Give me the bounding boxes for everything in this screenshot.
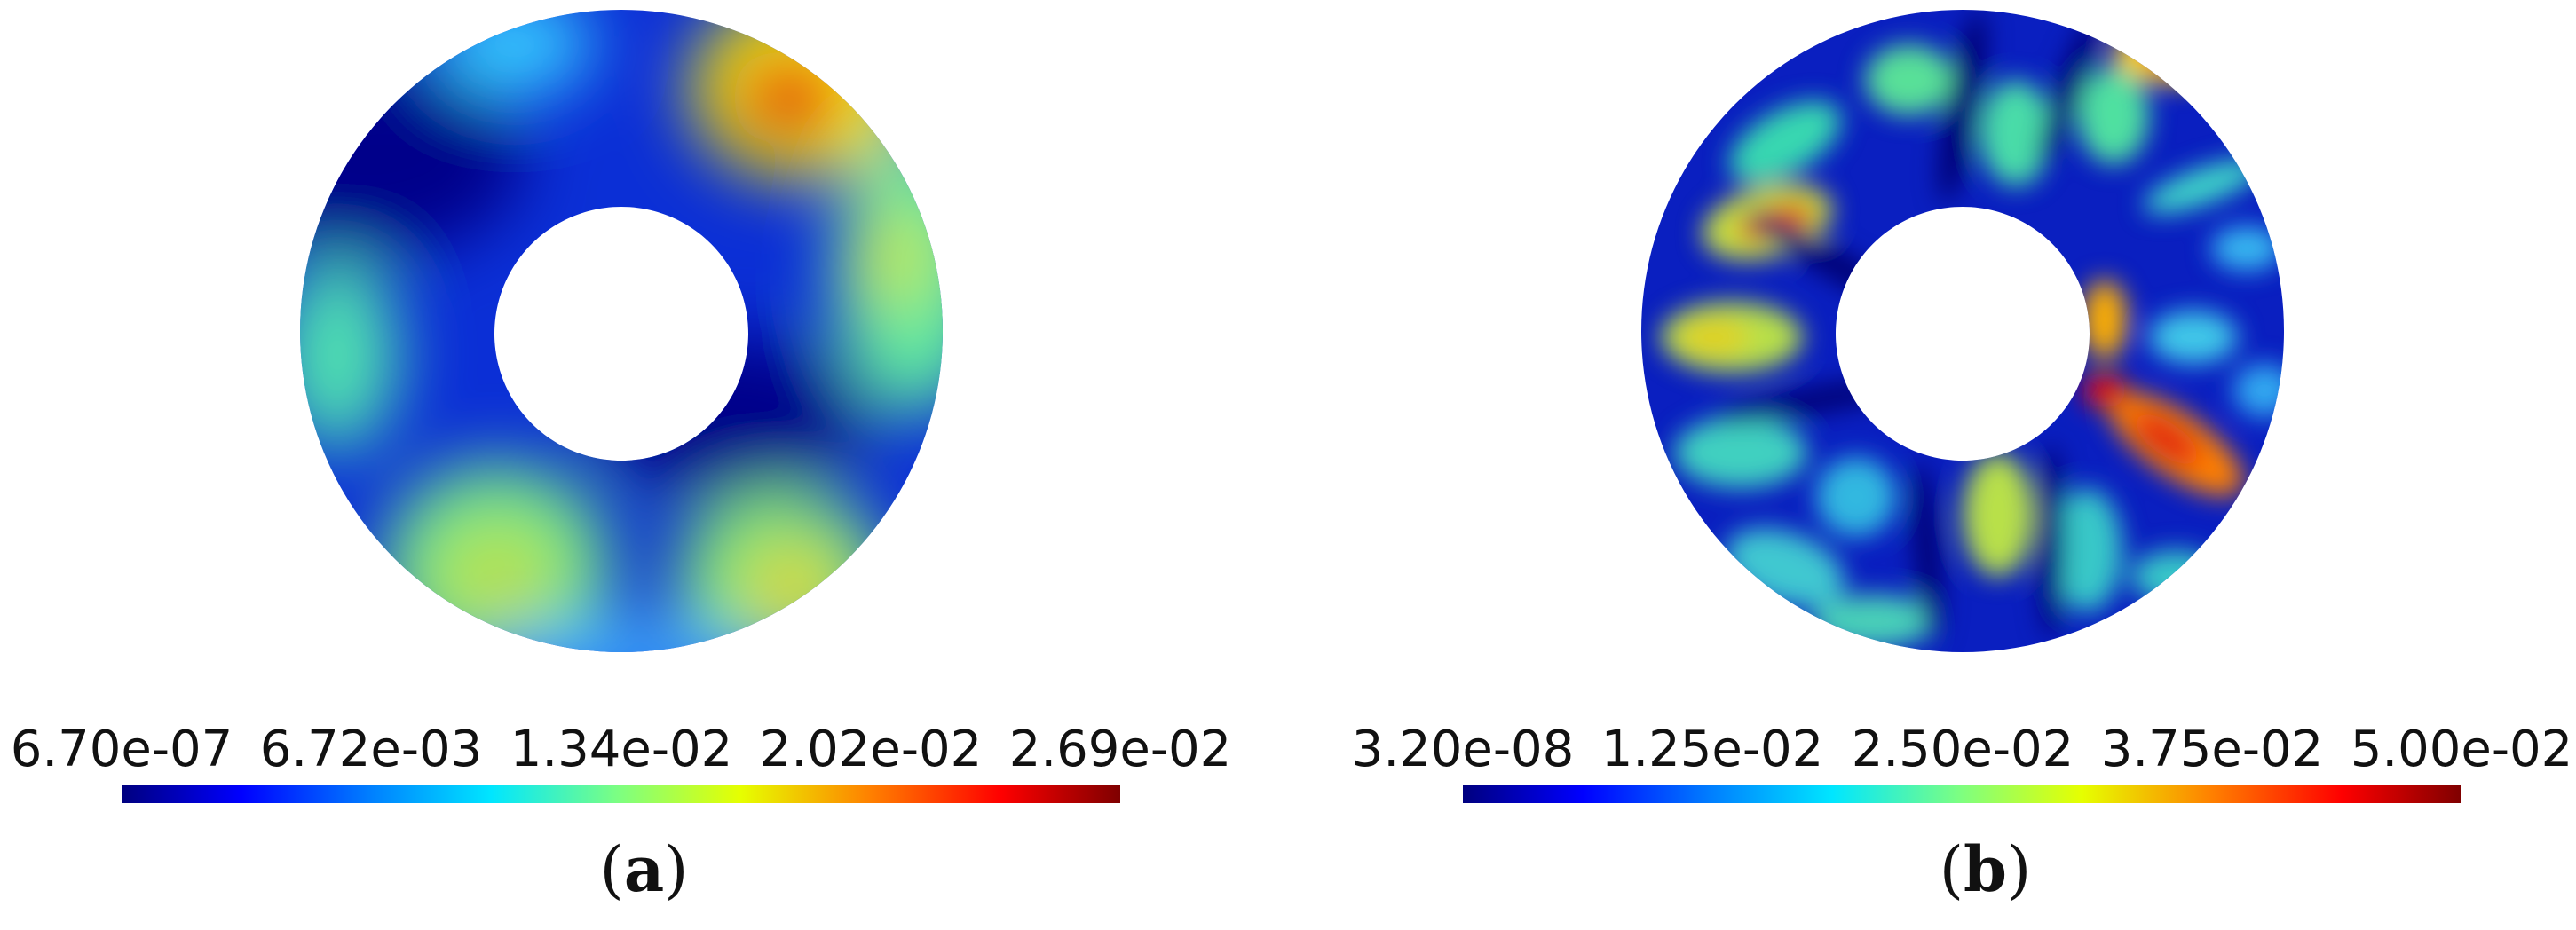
colorbar-tick: 1.25e-02	[1600, 721, 1824, 778]
colorbar-a	[122, 785, 1120, 803]
caption-letter: a	[623, 832, 665, 906]
caption-b: (b)	[1939, 832, 2032, 906]
colorbar-tick: 6.72e-03	[259, 721, 483, 778]
colorbar-tick: 2.69e-02	[1008, 721, 1232, 778]
colorbar-tick: 3.75e-02	[2100, 721, 2324, 778]
colorbar-tick: 2.50e-02	[1851, 721, 2074, 778]
panel-b: 3.20e-08 1.25e-02 2.50e-02 3.75e-02 5.00…	[1288, 0, 2576, 930]
colorbar-b	[1463, 785, 2461, 803]
colorbar-tick: 5.00e-02	[2350, 721, 2573, 778]
caption-a: (a)	[599, 832, 689, 906]
colorbar-tick: 2.02e-02	[759, 721, 983, 778]
annulus-plot-b	[1641, 10, 2285, 652]
panel-a: 6.70e-07 6.72e-03 1.34e-02 2.02e-02 2.69…	[0, 10, 1288, 906]
colorbar-tick: 3.20e-08	[1351, 721, 1575, 778]
colorbar-ticks-a: 6.70e-07 6.72e-03 1.34e-02 2.02e-02 2.69…	[0, 723, 1288, 776]
colorbar-tick: 1.34e-02	[510, 721, 733, 778]
colorbar-ticks-b: 3.20e-08 1.25e-02 2.50e-02 3.75e-02 5.00…	[1288, 723, 2576, 776]
colorbar-tick: 6.70e-07	[10, 721, 233, 778]
annulus-plot-a	[300, 10, 944, 652]
caption-letter: b	[1964, 832, 2007, 906]
